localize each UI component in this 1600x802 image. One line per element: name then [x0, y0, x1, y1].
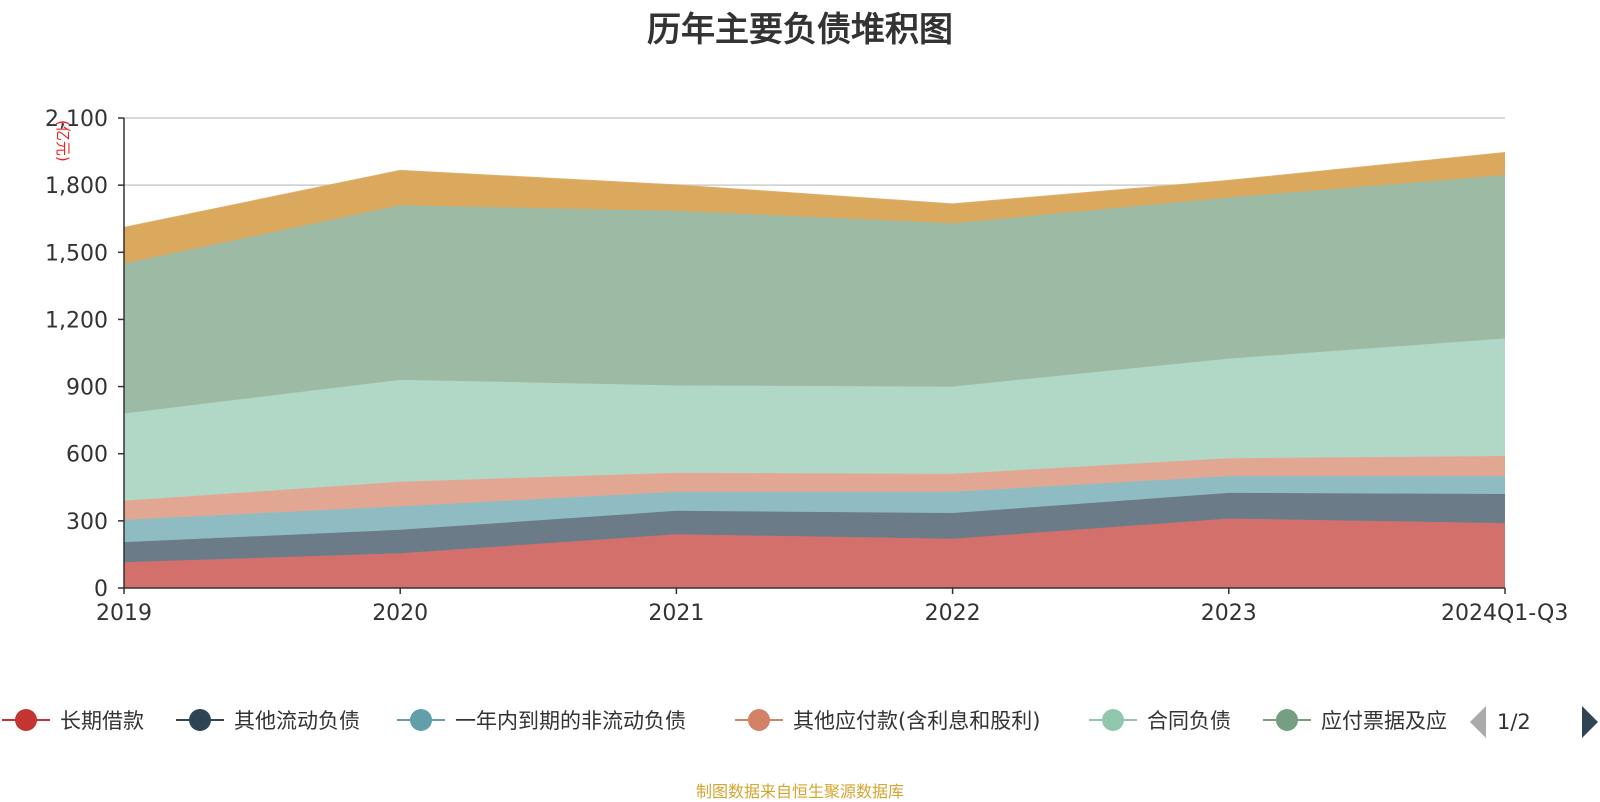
area-series — [123, 151, 1506, 588]
x-tick-label: 2023 — [1201, 601, 1257, 626]
legend-marker — [1102, 709, 1124, 731]
legend-marker — [15, 709, 37, 731]
y-tick-label: 600 — [66, 443, 108, 468]
y-tick-label: 0 — [94, 577, 108, 602]
legend-marker — [410, 709, 432, 731]
x-tick-label: 2022 — [925, 601, 981, 626]
area-series-0 — [124, 518, 1505, 588]
y-tick-label: 300 — [66, 510, 108, 535]
legend: 长期借款 其他流动负债 一年内到期的非流动负债 其他应付款(含利息和股利) 合同负债 应付… — [2, 709, 1447, 733]
legend-item-label[interactable]: 应付票据及应 — [1321, 709, 1447, 733]
y-axis-unit-label: (亿元) — [54, 120, 72, 162]
legend-next-arrow-icon[interactable] — [1582, 706, 1598, 738]
legend-item-label[interactable]: 合同负债 — [1147, 709, 1231, 733]
area-series-5 — [124, 175, 1505, 414]
y-tick-label: 900 — [66, 376, 108, 401]
y-tick-label: 1,800 — [45, 174, 108, 199]
legend-page-indicator: 1/2 — [1497, 710, 1531, 734]
legend-marker — [748, 709, 770, 731]
axes: 0 300 600 900 1,200 1,500 1,800 2,100 2019 2020 20… — [45, 107, 1568, 626]
area-series-edge-6 — [123, 151, 1506, 229]
y-tick-label: 2,100 — [45, 107, 108, 132]
source-note: 制图数据来自恒生聚源数据库 — [695, 782, 904, 801]
area-series-4 — [124, 338, 1505, 501]
legend-marker — [189, 709, 211, 731]
chart-title: 历年主要负债堆积图 — [647, 10, 953, 50]
area-series-1 — [124, 492, 1505, 563]
x-tick-label: 2020 — [372, 601, 428, 626]
legend-prev-arrow-icon[interactable] — [1470, 706, 1486, 738]
legend-marker — [1276, 709, 1298, 731]
area-series-edge-1 — [123, 492, 1506, 543]
area-series-2 — [124, 476, 1505, 543]
x-tick-label: 2024Q1-Q3 — [1441, 601, 1568, 626]
legend-item-label[interactable]: 长期借款 — [60, 709, 144, 733]
area-series-3 — [124, 455, 1505, 520]
area-series-6 — [124, 152, 1505, 264]
legend-item-label[interactable]: 其他应付款(含利息和股利) — [793, 709, 1040, 733]
legend-pager: 1/2 — [1470, 706, 1598, 738]
x-tick-label: 2019 — [96, 601, 152, 626]
y-tick-label: 1,500 — [45, 241, 108, 266]
legend-item-label[interactable]: 一年内到期的非流动负债 — [455, 709, 686, 733]
legend-item-label[interactable]: 其他流动负债 — [234, 709, 360, 733]
y-tick-label: 1,200 — [45, 308, 108, 333]
x-tick-label: 2021 — [648, 601, 704, 626]
